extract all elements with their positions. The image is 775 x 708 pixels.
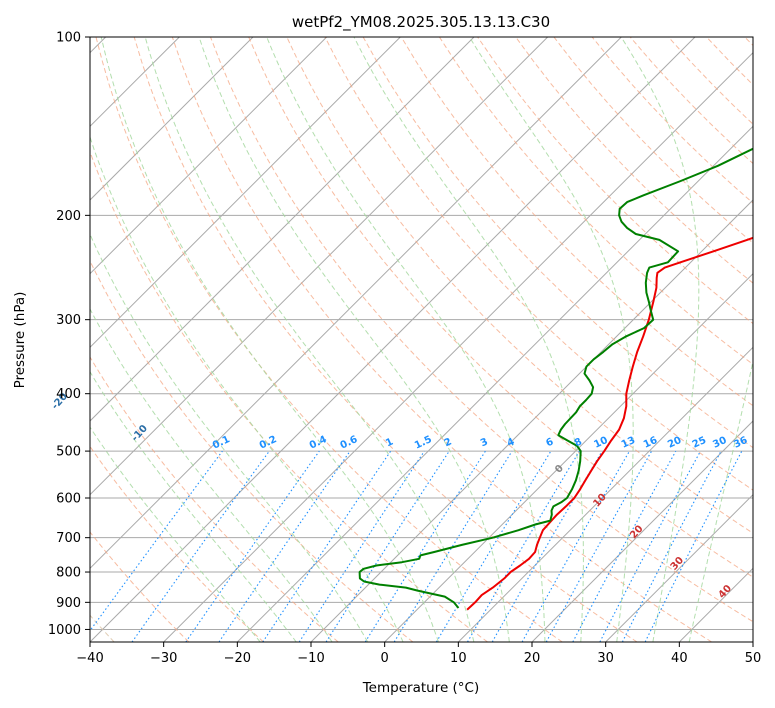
isopleth-labels: -100-90-80-70-60-50-40-30-20-10010203040… — [50, 391, 750, 601]
plot-frame — [89, 36, 754, 643]
isotherm-line — [90, 37, 401, 349]
dewpoint-line — [358, 147, 753, 609]
x-tick-label: −30 — [150, 651, 177, 666]
x-tick-label: −20 — [224, 651, 251, 666]
x-tick-label: 10 — [450, 651, 467, 666]
dry-adiabat — [515, 37, 753, 284]
mixing-ratio-label: 36 — [732, 435, 749, 451]
moist-adiabats — [90, 37, 753, 642]
mixing-ratio-label: 20 — [666, 435, 683, 451]
y-tick-label: 900 — [56, 596, 81, 611]
dry-adiabat — [95, 37, 563, 642]
mixing-ratio-label: 10 — [592, 435, 609, 451]
mixing-ratio-line — [90, 450, 223, 632]
gridlines — [90, 37, 753, 642]
dry-adiabat — [90, 259, 414, 642]
y-tick-label: 700 — [56, 531, 81, 546]
x-axis: −40 −30 −20 −10 0 10 20 30 40 50 — [76, 642, 761, 666]
dry-adiabat — [171, 37, 712, 642]
mixing-ratio-label: 30 — [711, 435, 728, 451]
mixing-ratio-label: 13 — [620, 435, 637, 451]
mixing-ratio-line — [545, 450, 653, 642]
moist-adiabat — [90, 232, 369, 642]
mixing-ratio-line — [185, 450, 320, 642]
mixing-ratio-lines — [90, 450, 743, 642]
mixing-ratio-line — [572, 450, 677, 642]
isotherm-line — [236, 125, 753, 642]
chart-title: wetPf2_YM08.2025.305.13.13.C30 — [292, 13, 550, 32]
y-tick-label: 1000 — [48, 623, 81, 638]
y-axis: 1000 900 800 700 600 500 400 300 200 100 — [48, 31, 90, 638]
isotherm-line — [90, 37, 475, 422]
mixing-ratio-line — [262, 450, 392, 642]
mixing-ratio-label: 3 — [479, 436, 490, 449]
x-tick-label: 50 — [745, 651, 762, 666]
dry-adiabat — [324, 37, 753, 491]
dry-adiabats — [90, 37, 753, 642]
moist-adiabat — [620, 37, 700, 642]
mixing-ratio-label: 6 — [544, 436, 555, 449]
mixing-ratio-line — [393, 450, 513, 642]
moist-adiabat — [90, 426, 261, 642]
mixing-ratio-label: 8 — [573, 436, 584, 449]
dry-adiabat — [133, 37, 638, 642]
mixing-ratio-label: 4 — [505, 436, 516, 449]
moist-adiabat — [90, 308, 333, 642]
dry-adiabat — [90, 356, 339, 642]
moist-adiabat — [688, 358, 753, 642]
x-tick-label: 0 — [381, 651, 389, 666]
moist-adiabat — [100, 37, 439, 642]
mixing-ratio-label: 2 — [443, 436, 454, 449]
dry-adiabat — [210, 37, 753, 623]
y-tick-label: 600 — [56, 492, 81, 507]
mixing-ratio-line — [325, 450, 450, 642]
y-tick-label: 400 — [56, 387, 81, 402]
isotherm-line — [90, 37, 622, 570]
mixing-ratio-label: 1 — [384, 436, 395, 449]
y-tick-label: 100 — [56, 31, 81, 46]
isotherm-line — [90, 37, 254, 201]
isotherm-line — [531, 420, 753, 642]
x-tick-label: 20 — [524, 651, 541, 666]
mixing-ratio-label: 16 — [642, 435, 659, 451]
plot-area — [90, 37, 753, 642]
mixing-ratio-line — [521, 450, 630, 642]
dry-adiabat — [90, 150, 488, 642]
dry-adiabat — [90, 531, 190, 642]
x-tick-label: 30 — [597, 651, 614, 666]
y-tick-label: 200 — [56, 209, 81, 224]
profile-series — [358, 147, 753, 611]
y-tick-label: 500 — [56, 445, 81, 460]
y-tick-label: 300 — [56, 313, 81, 328]
mixing-ratio-line — [298, 450, 425, 642]
temperature-line — [466, 236, 753, 611]
dry-adiabat — [248, 37, 753, 578]
moist-adiabat — [144, 37, 475, 642]
y-tick-label: 800 — [56, 566, 81, 581]
x-axis-label: Temperature (°C) — [362, 680, 480, 696]
x-tick-label: 40 — [671, 651, 688, 666]
isotherm-line — [90, 37, 328, 275]
mixing-ratio-line — [644, 450, 743, 642]
isotherm-line — [457, 346, 753, 642]
y-axis-label: Pressure (hPa) — [12, 292, 28, 389]
dry-adiabat — [438, 37, 753, 366]
isotherm-line — [605, 493, 753, 642]
isotherm-line — [384, 272, 753, 642]
isotherm-line — [90, 37, 696, 642]
x-tick-label: −40 — [76, 651, 103, 666]
moist-adiabat — [266, 37, 546, 642]
moist-adiabat — [198, 37, 510, 642]
x-tick-label: −10 — [297, 651, 324, 666]
isotherm-line — [90, 37, 549, 496]
mixing-ratio-line — [131, 450, 270, 642]
mixing-ratio-line — [218, 450, 351, 642]
dry-adiabat — [90, 445, 264, 642]
moist-adiabat — [90, 135, 404, 642]
isotherm-line — [163, 51, 753, 642]
dry-adiabat — [400, 37, 753, 407]
mixing-ratio-label: 25 — [691, 435, 708, 451]
